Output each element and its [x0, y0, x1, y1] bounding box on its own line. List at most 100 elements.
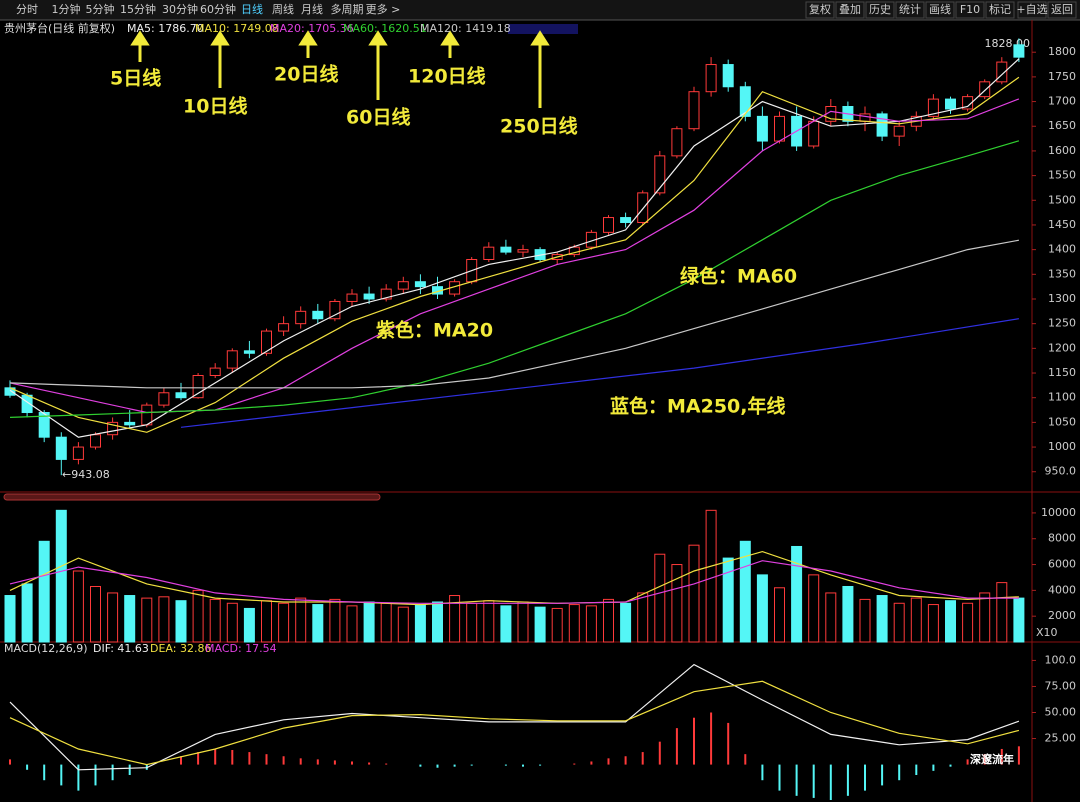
toolbar-button[interactable]: 历史 [869, 3, 891, 16]
candle-body [261, 330, 272, 354]
y-tick-label: 1150 [1048, 366, 1076, 379]
candle-body [688, 91, 700, 130]
toolbar-button[interactable]: F10 [960, 3, 980, 16]
volume-bar [774, 587, 785, 643]
volume-bar [4, 595, 16, 643]
toolbar-button[interactable]: 统计 [899, 3, 921, 16]
volume-bar [722, 557, 734, 643]
candle-body [90, 434, 101, 448]
y-tick-label: 25.00 [1045, 732, 1077, 745]
candle-body [927, 98, 939, 117]
volume-bar [551, 607, 563, 643]
toolbar-button[interactable]: 叠加 [839, 3, 861, 16]
toolbar-tab[interactable]: 周线 [272, 2, 294, 16]
volume-bar [175, 600, 187, 643]
legend-entry: MA120: 1419.18 [420, 22, 511, 35]
toolbar-button[interactable]: 标记 [989, 2, 1011, 16]
toolbar-tab[interactable]: 分时 [16, 3, 38, 16]
volume-bar [432, 601, 443, 643]
toolbar [0, 0, 1080, 20]
candle-body [329, 300, 341, 320]
volume-bar [517, 601, 529, 643]
y-tick-label: 100.0 [1045, 653, 1077, 666]
toolbar-button-frame [895, 1, 925, 19]
toolbar-tab[interactable]: 月线 [301, 2, 323, 16]
y-tick-label: 1000 [1048, 440, 1076, 453]
toolbar-button[interactable]: 画线 [929, 2, 951, 16]
volume-bar [876, 595, 888, 643]
ma-line [180, 318, 1019, 428]
candle-body [808, 120, 820, 147]
y-tick-label: 1350 [1048, 267, 1076, 280]
volume-bar [466, 602, 478, 643]
toolbar-button[interactable]: +自选 [1016, 3, 1047, 16]
y-tick-label: 1050 [1048, 415, 1076, 428]
candle-body [517, 249, 529, 253]
legend-entry: MA60: 1620.51 [343, 22, 427, 35]
annotation: 10日线 [183, 95, 247, 118]
volume-bar [808, 574, 820, 643]
volume-bar [603, 598, 614, 643]
annotation-arrows [130, 30, 550, 108]
volume-bar [979, 592, 991, 643]
toolbar-tab[interactable]: 30分钟 [162, 2, 198, 16]
volume-bar [90, 585, 101, 643]
toolbar-button-frame [925, 1, 955, 19]
annotation: 250日线 [500, 115, 578, 138]
toolbar-button-frame [1047, 1, 1077, 19]
toolbar-tab[interactable]: 多周期 [331, 2, 364, 16]
toolbar-tab[interactable]: 更多 > [366, 2, 401, 16]
volume-bar [107, 592, 119, 643]
ma-line [9, 680, 1020, 766]
volume-bar [158, 596, 170, 643]
scrollbar[interactable] [3, 493, 381, 501]
volume-bar [226, 602, 238, 643]
toolbar-tab[interactable]: 1分钟 [52, 2, 81, 16]
y-tick-label: 1650 [1048, 119, 1076, 132]
volume-bar [945, 600, 956, 643]
ma-line [9, 140, 1020, 418]
candle-body [38, 412, 50, 438]
candle-body [979, 81, 991, 98]
y-tick-label: 1300 [1048, 292, 1076, 305]
volume-bar [397, 606, 409, 643]
candle-body [774, 115, 785, 142]
ma-line [9, 560, 1019, 604]
toolbar-tab[interactable]: 5分钟 [86, 2, 115, 16]
candle-body [124, 421, 136, 426]
ma-line [9, 76, 1020, 433]
y-tick-label: 1600 [1048, 144, 1076, 157]
ma-line [9, 239, 1020, 389]
candle-body [722, 64, 734, 88]
y-tick-label: 8000 [1048, 532, 1076, 545]
candle-body [107, 421, 119, 436]
volume-bar [688, 544, 700, 643]
toolbar-button-frame [955, 1, 985, 19]
volume-bar [705, 509, 717, 643]
candle-body [996, 61, 1008, 83]
candle-body [671, 128, 683, 157]
annotation: 绿色：MA60 [680, 265, 797, 288]
y-tick-label: 1100 [1048, 391, 1076, 404]
ma-line [9, 550, 1019, 606]
candle-body [654, 155, 666, 194]
toolbar-tab[interactable]: 60分钟 [200, 2, 236, 16]
y-tick-label: 6000 [1048, 558, 1076, 571]
volume-bar [209, 598, 221, 643]
toolbar-tab[interactable]: 15分钟 [120, 2, 156, 16]
volume-bar [414, 604, 426, 643]
toolbar-tab[interactable]: 日线 [241, 2, 263, 16]
legend-entry: MA10: 1749.08 [195, 22, 279, 35]
candle-body [414, 281, 426, 288]
toolbar-button[interactable]: 返回 [1051, 3, 1073, 16]
y-tick-label: 1500 [1048, 193, 1076, 206]
annotation: 120日线 [408, 65, 486, 88]
volume-bar [21, 583, 33, 643]
candle-body [312, 310, 324, 320]
watermark: 深邃流年 [970, 752, 1014, 766]
volume-bar [346, 605, 358, 643]
macd-title: MACD(12,26,9) [4, 642, 88, 655]
toolbar-button[interactable]: 复权 [809, 2, 831, 16]
